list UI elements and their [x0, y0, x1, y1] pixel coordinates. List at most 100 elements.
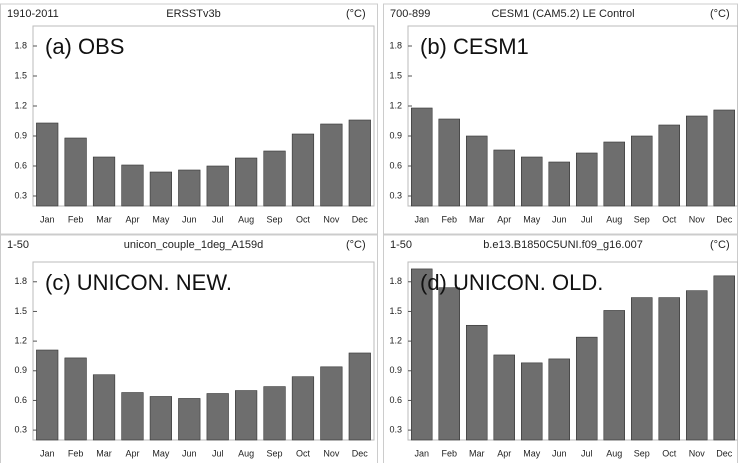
bar [206, 393, 229, 441]
bar [493, 354, 515, 441]
panel-label: (d) UNICON. OLD. [420, 270, 603, 295]
panel-frame [0, 3, 378, 235]
bar [348, 119, 371, 207]
x-tick-label: Sep [267, 448, 283, 458]
period-label: 1910-2011 [7, 8, 59, 20]
unit-label: (°C) [346, 8, 366, 20]
bar [410, 107, 433, 207]
plot-frame [407, 25, 738, 207]
bar [630, 135, 653, 207]
bar [291, 376, 315, 441]
x-tick-label: Nov [323, 448, 340, 458]
x-tick-label: Nov [689, 214, 706, 224]
x-tick-label: Jun [552, 214, 567, 224]
x-tick-label: Dec [352, 214, 369, 224]
x-tick-label: Aug [606, 214, 622, 224]
y-tick-label: 0.9 [389, 130, 402, 140]
x-tick-label: May [152, 448, 170, 458]
bar [658, 124, 680, 207]
bar [178, 398, 201, 441]
panel: 1910-2011 ERSSTv3b (°C) 0.3 0.6 0.9 1.2 1.5 1.8 J… [0, 3, 378, 235]
bar [575, 336, 598, 441]
bar [235, 390, 258, 441]
bar [320, 366, 343, 441]
x-tick-label: Jul [581, 214, 593, 224]
x-tick-label: Jul [212, 448, 224, 458]
bar [64, 137, 87, 207]
bar [121, 392, 144, 441]
x-tick-label: Jul [212, 214, 224, 224]
x-tick-label: Apr [497, 214, 511, 224]
bar [178, 169, 201, 207]
bar [465, 135, 488, 207]
bar [713, 275, 735, 441]
x-tick-label: Apr [497, 448, 511, 458]
x-tick-label: Jun [182, 448, 197, 458]
bar [520, 156, 543, 207]
y-tick-label: 0.3 [14, 190, 27, 200]
y-tick-label: 1.5 [14, 70, 27, 80]
x-tick-label: Apr [125, 214, 139, 224]
period-label: 1-50 [7, 239, 29, 251]
x-tick-label: Aug [606, 448, 622, 458]
x-tick-label: Jul [581, 448, 593, 458]
y-tick-label: 1.8 [389, 276, 402, 286]
y-tick-label: 0.6 [14, 395, 27, 405]
unit-label: (°C) [710, 239, 730, 251]
panel-title: CESM1 (CAM5.2) LE Control [491, 8, 634, 20]
panel: 1-50 unicon_couple_1deg_A159d (°C) 0.3 0.6 0.… [0, 234, 378, 463]
bar [36, 122, 59, 207]
x-tick-label: Jun [182, 214, 197, 224]
bar [603, 310, 625, 441]
x-tick-label: Jun [552, 448, 567, 458]
plot-frame [32, 25, 375, 207]
unit-label: (°C) [346, 239, 366, 251]
bar [263, 386, 286, 441]
y-tick-label: 0.3 [389, 424, 402, 434]
y-tick-label: 1.2 [14, 335, 27, 345]
y-tick-label: 0.3 [14, 424, 27, 434]
bar [263, 150, 286, 207]
x-tick-label: Dec [716, 448, 733, 458]
bar [493, 149, 515, 207]
x-tick-label: Sep [634, 448, 650, 458]
y-tick-label: 1.8 [389, 40, 402, 50]
y-tick-label: 1.2 [14, 100, 27, 110]
bar [548, 358, 570, 441]
x-tick-label: Sep [634, 214, 650, 224]
x-tick-label: Nov [689, 448, 706, 458]
y-tick-label: 1.5 [389, 70, 402, 80]
panel-label: (b) CESM1 [420, 34, 529, 59]
y-tick-label: 0.6 [389, 160, 402, 170]
bar [206, 165, 229, 207]
x-tick-label: Oct [662, 448, 677, 458]
x-tick-label: May [523, 214, 541, 224]
panel-title: b.e13.B1850C5UNI.f09_g16.007 [483, 239, 643, 251]
bar [548, 161, 570, 207]
bar [520, 362, 543, 441]
panel-title: ERSSTv3b [166, 8, 220, 20]
x-tick-label: Apr [125, 448, 139, 458]
x-tick-label: Feb [68, 214, 84, 224]
x-tick-label: Feb [441, 214, 457, 224]
x-tick-label: Oct [296, 214, 311, 224]
bar [713, 109, 735, 207]
y-tick-label: 1.2 [389, 335, 402, 345]
bar [92, 374, 116, 441]
x-tick-label: Mar [469, 214, 485, 224]
y-tick-label: 1.8 [14, 276, 27, 286]
bar [36, 349, 59, 441]
panel: 700-899 CESM1 (CAM5.2) LE Control (°C) 0.3 0… [383, 3, 738, 235]
y-tick-label: 0.6 [389, 395, 402, 405]
x-tick-label: Jan [414, 214, 429, 224]
bar [291, 133, 315, 207]
bar [320, 123, 343, 207]
y-tick-label: 1.5 [14, 306, 27, 316]
bar [658, 297, 680, 441]
x-tick-label: Jan [40, 448, 55, 458]
x-tick-label: Nov [323, 214, 340, 224]
x-tick-label: Dec [716, 214, 733, 224]
x-tick-label: Oct [662, 214, 677, 224]
bar [121, 164, 144, 207]
